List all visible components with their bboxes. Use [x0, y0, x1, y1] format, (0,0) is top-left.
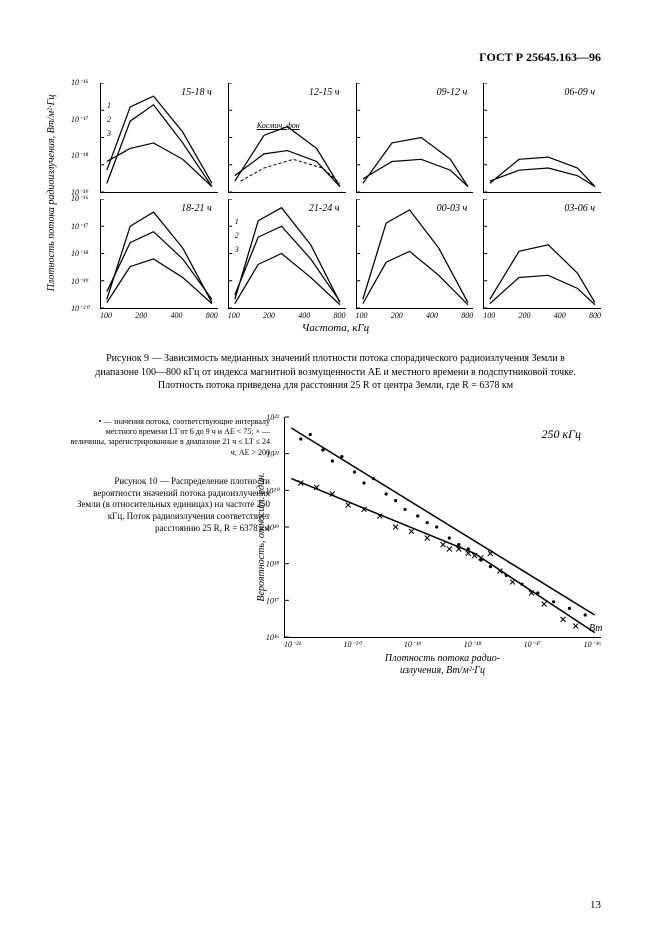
fig10-y-axis-label: Вероятность, относит. един.	[256, 437, 267, 637]
panel-title: 09-12 ч	[437, 87, 468, 98]
fig10-caption: Рисунок 10 — Распределение плотности вер…	[70, 476, 270, 534]
figure-9: Плотность потока радиоизлучения, Вт/м²·Г…	[70, 83, 601, 334]
y-tick: 10⁻¹⁷	[71, 115, 88, 124]
curve-label: 2	[107, 115, 111, 124]
curve-label: 3	[235, 245, 239, 254]
fig10-plot: Вероятность, относит. един. 250 кГц 10²²…	[284, 417, 601, 638]
fig9-y-axis-label: Плотность потока радиоизлучения, Вт/м²·Г…	[46, 83, 57, 303]
panel-title: 18-21 ч	[181, 203, 212, 214]
x-tick: 200	[391, 311, 403, 320]
fig10-x-axis-label: Плотность потока радио- излучения, Вт/м²…	[284, 653, 601, 677]
fig10-x-ticks: 10⁻²¹ 10⁻²⁰ 10⁻¹⁹ 10⁻¹⁸ 10⁻¹⁷ 10⁻¹⁶	[284, 638, 601, 649]
x-tick: 10⁻¹⁶	[584, 640, 601, 649]
fig9-panel: 21-24 ч 1 2 3	[228, 199, 346, 309]
x-tick: 400	[554, 311, 566, 320]
fig9-panel: 12-15 ч Космич. фон	[228, 83, 346, 193]
x-tick: 400	[298, 311, 310, 320]
y-tick: 10⁻²⁰	[71, 304, 89, 313]
curve-label: 3	[107, 129, 111, 138]
fig9-panel: 18-21 ч10⁻¹⁶10⁻¹⁷10⁻¹⁸10⁻¹⁹10⁻²⁰	[100, 199, 218, 309]
panel-title: 21-24 ч	[309, 203, 340, 214]
figure-10: • — значения потока, соответствующие инт…	[70, 417, 601, 677]
x-tick: 100	[356, 311, 368, 320]
x-tick: 200	[263, 311, 275, 320]
curve-label: 2	[235, 231, 239, 240]
y-tick: 10⁻¹⁶	[71, 78, 88, 87]
x-tick: 800	[461, 311, 473, 320]
x-tick: 800	[206, 311, 218, 320]
svg-text:10²⁰: 10²⁰	[265, 486, 280, 495]
x-tick: 100	[100, 311, 112, 320]
x-tick: 10⁻¹⁷	[524, 640, 541, 649]
fig10-left-column: • — значения потока, соответствующие инт…	[70, 417, 270, 535]
fig9-panel: 09-12 ч	[356, 83, 474, 193]
panel-title: 06-09 ч	[564, 87, 595, 98]
y-tick: 10⁻¹⁸	[71, 249, 88, 258]
x-tick: 200	[519, 311, 531, 320]
x-tick: 10⁻²¹	[284, 640, 301, 649]
svg-text:10¹⁸: 10¹⁸	[266, 559, 279, 568]
y-tick: 10⁻¹⁶	[71, 194, 88, 203]
curve-label: 1	[107, 101, 111, 110]
svg-text:10¹⁶: 10¹⁶	[266, 633, 279, 642]
svg-text:10²²: 10²²	[266, 413, 279, 422]
panel-title: 12-15 ч	[309, 87, 340, 98]
x-tick: 10⁻²⁰	[344, 640, 362, 649]
y-tick: 10⁻¹⁸	[71, 151, 88, 160]
x-tick: 800	[334, 311, 346, 320]
document-code: ГОСТ Р 25645.163—96	[70, 50, 601, 65]
y-tick: 10⁻¹⁹	[71, 277, 88, 286]
fig9-x-axis-label: Частота, кГц	[70, 322, 601, 334]
fig9-panel: 03-06 ч	[483, 199, 601, 309]
svg-text:10¹⁹: 10¹⁹	[266, 523, 279, 532]
page-number: 13	[590, 899, 601, 911]
y-tick: 10⁻¹⁷	[71, 222, 88, 231]
panel-title: 03-06 ч	[564, 203, 595, 214]
svg-text:10¹⁷: 10¹⁷	[266, 596, 279, 605]
panel-title: 00-03 ч	[437, 203, 468, 214]
fig9-panel: 15-18 ч12310⁻¹⁶10⁻¹⁷10⁻¹⁸10⁻¹⁹	[100, 83, 218, 193]
curve-label: 1	[235, 217, 239, 226]
x-tick: 800	[589, 311, 601, 320]
x-tick: 400	[426, 311, 438, 320]
svg-text:10²¹: 10²¹	[266, 449, 279, 458]
fig9-panel: 00-03 ч	[356, 199, 474, 309]
x-tick: 10⁻¹⁹	[404, 640, 421, 649]
panel-title: 15-18 ч	[181, 87, 212, 98]
fig10-legend: • — значения потока, соответствующие инт…	[70, 417, 270, 459]
fig9-panel: 06-09 ч	[483, 83, 601, 193]
x-tick: 10⁻¹⁸	[464, 640, 481, 649]
fig9-panel-grid: 15-18 ч12310⁻¹⁶10⁻¹⁷10⁻¹⁸10⁻¹⁹12-15 чКос…	[100, 83, 601, 309]
x-tick: 100	[483, 311, 495, 320]
cosmic-bg-label: Космич. фон	[257, 121, 300, 130]
svg-text:Вт: Вт	[589, 623, 602, 634]
page: ГОСТ Р 25645.163—96 Плотность потока рад…	[0, 0, 661, 935]
x-tick: 100	[228, 311, 240, 320]
fig9-x-ticks: 100 200 400 800 100 200 400 800 100 200 400 800 100 2…	[100, 311, 601, 320]
x-tick: 400	[171, 311, 183, 320]
x-tick: 200	[135, 311, 147, 320]
fig9-caption: Рисунок 9 — Зависимость медианных значен…	[90, 352, 581, 393]
